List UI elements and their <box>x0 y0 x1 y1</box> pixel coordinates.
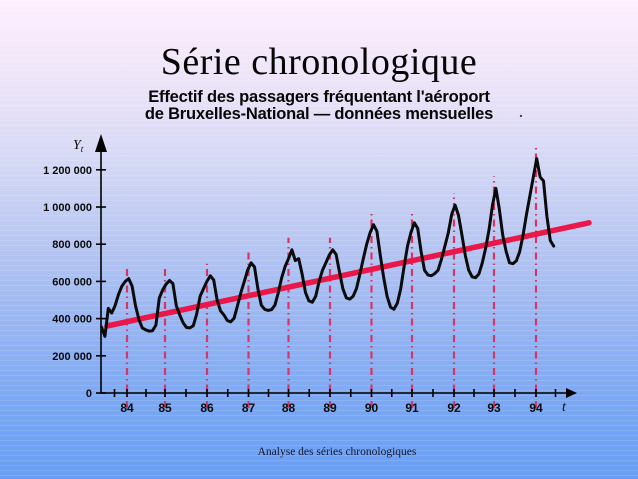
x-tick-label: 85 <box>158 401 172 415</box>
x-tick-label: 89 <box>323 401 337 415</box>
x-tick-label: 92 <box>447 401 461 415</box>
subtitle-line-2: de Bruxelles-National — données mensuell… <box>144 105 494 123</box>
x-tick-label: 93 <box>487 401 501 415</box>
y-axis-label: Yt <box>73 138 84 154</box>
y-tick-label: 200 000 <box>52 351 92 363</box>
y-tick-label: 600 000 <box>52 276 92 288</box>
stray-dot: . <box>519 104 523 120</box>
slide-footer: Analyse des séries chronologiques <box>257 446 417 458</box>
x-tick-label: 91 <box>405 401 419 415</box>
axes <box>96 150 566 397</box>
x-tick-label: 88 <box>282 401 296 415</box>
x-tick-label: 94 <box>529 401 543 415</box>
passenger-series-curve <box>100 157 556 338</box>
subtitle-line-1: Effectif des passagers fréquentant l'aér… <box>148 88 490 106</box>
x-tick-label: 86 <box>200 401 214 415</box>
x-axis-label: t <box>562 400 567 415</box>
x-tick-label: 90 <box>365 401 379 415</box>
chart-subtitle: Effectif des passagers fréquentant l'aér… <box>0 89 638 123</box>
x-tick-label: 84 <box>120 401 134 415</box>
y-tick-label: 1 200 000 <box>43 165 92 177</box>
y-tick-label: 400 000 <box>52 314 92 326</box>
x-axis-arrow-icon <box>566 388 577 398</box>
x-tick-label: 87 <box>242 401 256 415</box>
y-tick-label: 0 <box>86 388 92 400</box>
y-tick-label: 800 000 <box>52 239 92 251</box>
slide-title: Série chronologique <box>160 41 478 83</box>
peak-marker-lines <box>125 146 538 408</box>
y-axis-arrow-icon <box>95 134 107 152</box>
trend-line <box>104 220 592 329</box>
y-tick-label: 1 000 000 <box>43 202 92 214</box>
